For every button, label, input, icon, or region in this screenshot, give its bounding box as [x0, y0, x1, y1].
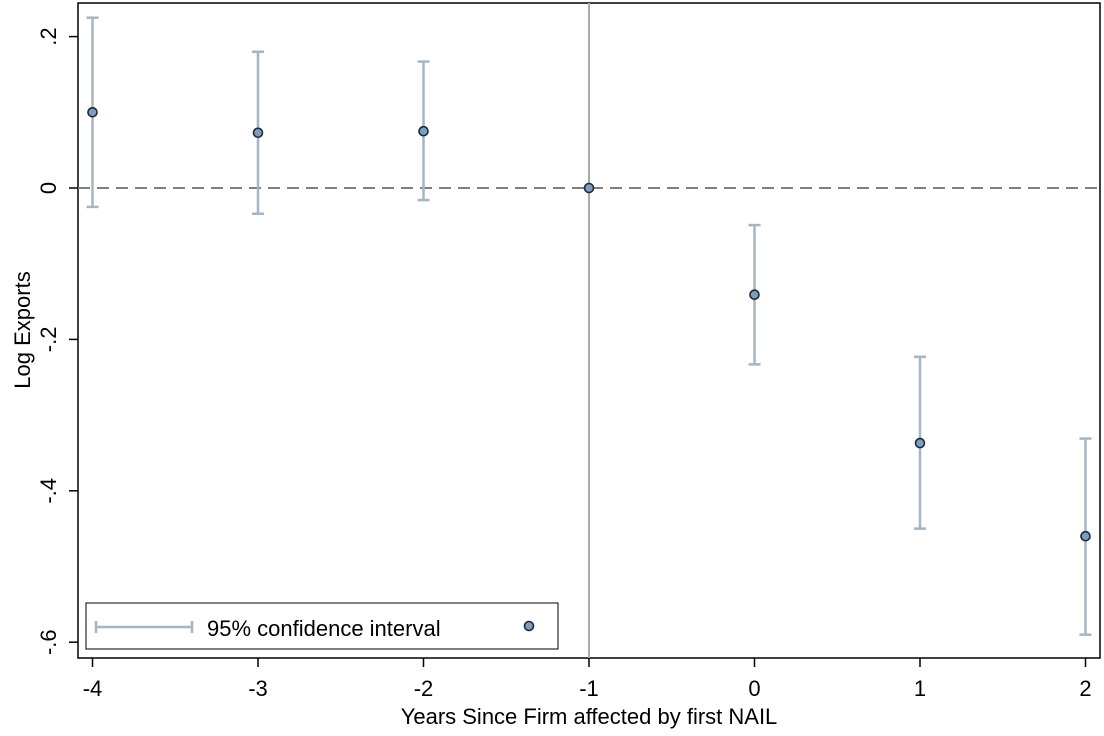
y-tick-label-3: 0 — [36, 182, 61, 194]
x-tick-label-4: 0 — [748, 676, 760, 701]
point-marker-5 — [914, 437, 926, 449]
point-marker-3 — [583, 182, 595, 194]
point-marker-2 — [418, 125, 429, 137]
point-marker-4 — [749, 289, 760, 301]
x-tick-label-1: -3 — [248, 676, 268, 701]
legend-box — [85, 602, 559, 650]
y-tick-label-4: .2 — [36, 27, 61, 45]
y-tick-label-2: -.2 — [36, 327, 61, 353]
point-marker-1 — [252, 127, 264, 139]
y-tick-label-1: -.4 — [36, 478, 61, 504]
legend-label-ci: 95% confidence interval — [207, 616, 441, 641]
legend-point-marker — [523, 620, 535, 632]
x-tick-label-0: -4 — [83, 676, 103, 701]
x-tick-label-5: 1 — [914, 676, 926, 701]
y-axis-title: Log Exports — [10, 271, 35, 388]
point-marker-0 — [87, 107, 98, 118]
x-tick-label-2: -2 — [414, 676, 434, 701]
legend: 95% confidence interval — [85, 602, 559, 650]
x-tick-label-6: 2 — [1079, 676, 1091, 701]
point-marker-6 — [1080, 530, 1091, 542]
x-axis-title: Years Since Firm affected by first NAIL — [401, 704, 778, 729]
y-tick-label-0: -.6 — [36, 629, 61, 655]
x-tick-label-3: -1 — [579, 676, 599, 701]
